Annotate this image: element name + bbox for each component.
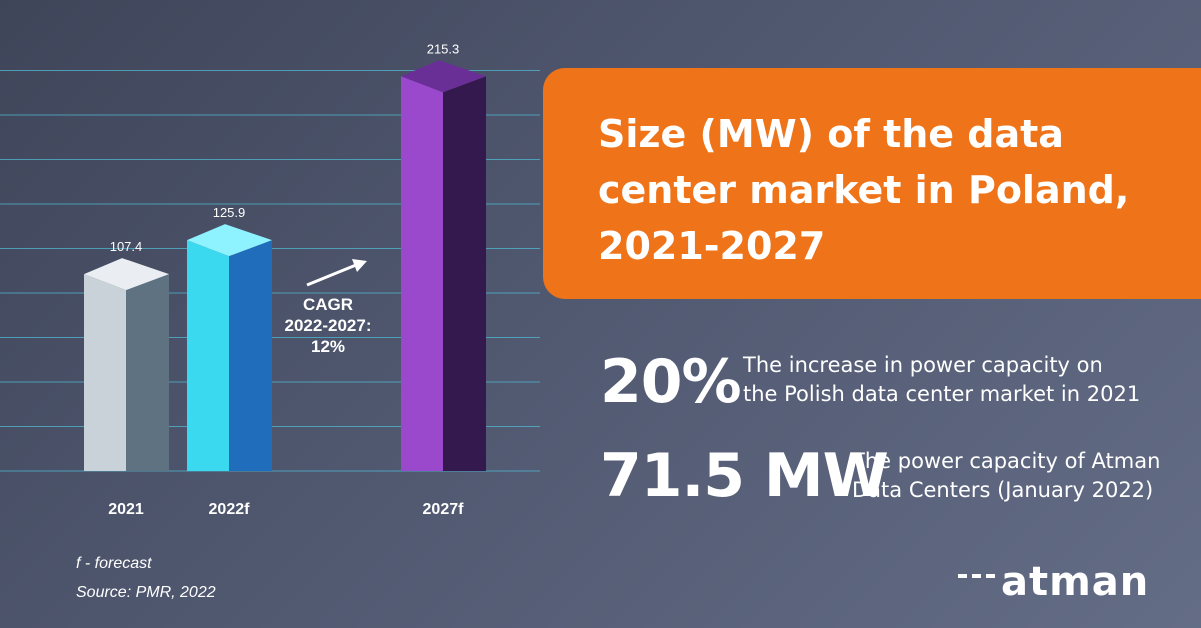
atman-logo: atman [958,560,1158,604]
category-label: 2027f [423,501,465,518]
cagr-label-1: CAGR [303,295,353,314]
stat-description-increase-line2: the Polish data center market in 2021 [743,382,1141,406]
value-label: 125.9 [213,205,246,220]
cagr-arrow-shaft [306,263,357,287]
bar-top-face [401,60,486,93]
bar-2021 [84,258,169,471]
category-label: 2022f [209,501,251,518]
bar-side-face [229,240,272,471]
cagr-label-3: 12% [311,337,345,356]
bar-side-face [126,274,169,471]
logo-dashes-icon [958,574,995,578]
bar-2022f [187,224,272,471]
title-box [543,68,1201,299]
bar-chart: 107.4 125.9 215.3 2021 2022f 2027f CAGR 2022… [0,41,540,518]
footnote-forecast: f - forecast [76,555,152,572]
bar-2027f [401,60,486,472]
bar-front-face [84,274,126,471]
value-label: 107.4 [110,239,143,254]
logo-text: atman [1001,559,1150,605]
bar-top-face [187,224,272,257]
category-labels: 2021 2022f 2027f [108,501,464,518]
value-labels: 107.4 125.9 215.3 [110,41,460,254]
footnote-source: Source: PMR, 2022 [76,584,216,601]
bar-front-face [187,240,229,471]
cagr-annotation: CAGR 2022-2027: 12% [285,259,372,356]
bar-top-face [84,258,169,291]
bar-side-face [443,76,486,472]
category-label: 2021 [108,501,144,518]
stat-description-capacity-line2: Data Centers (January 2022) [852,478,1154,502]
stat-description-capacity-line1: The power capacity of Atman [852,449,1161,473]
stat-description-increase-line1: The increase in power capacity on [743,353,1103,377]
cagr-arrow-icon [352,259,367,272]
value-label: 215.3 [427,41,460,56]
stat-value-capacity: 71.5 MW [600,441,889,511]
bars [84,60,486,472]
bar-front-face [401,76,443,472]
chart-title: Size (MW) of the data center market in P… [598,112,1130,268]
cagr-label-2: 2022-2027: [285,316,372,335]
stat-value-increase: 20% [600,347,742,417]
